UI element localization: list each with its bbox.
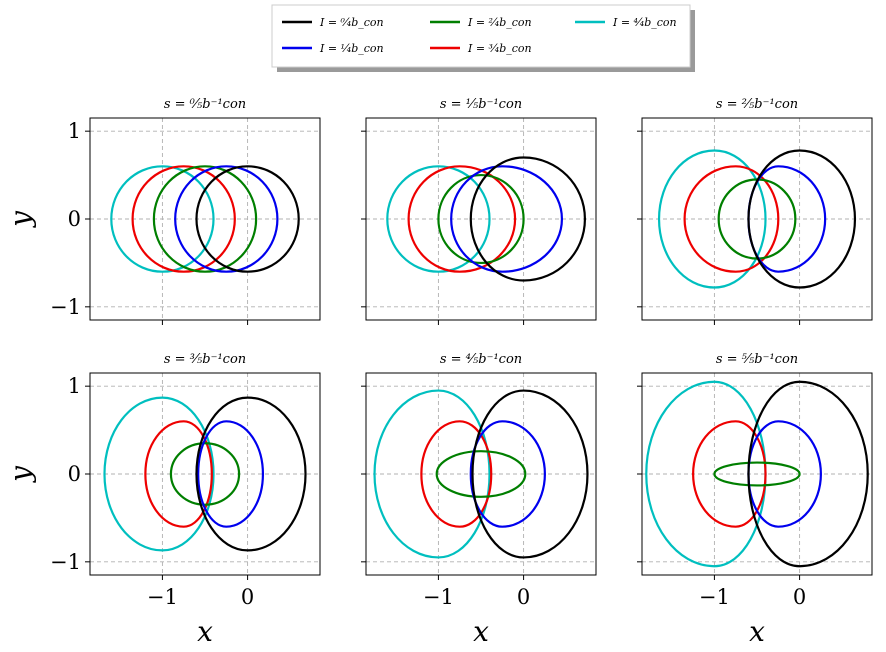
y-axis-label: y: [4, 210, 37, 229]
curve-series-1: [469, 420, 546, 528]
curve-series-3: [144, 420, 213, 528]
x-axis-label: x: [197, 615, 213, 648]
curve-series-2: [717, 178, 797, 260]
legend-label: I = ²⁄₄b_con: [467, 16, 532, 29]
panel-title: s = ⁴⁄₅b⁻¹con: [440, 352, 522, 367]
curve-series-3: [420, 420, 493, 528]
x-tick-label: −1: [699, 585, 730, 609]
panel-title: s = ²⁄₅b⁻¹con: [716, 97, 798, 112]
curve-series-2: [437, 173, 525, 265]
panel-title: s = ³⁄₅b⁻¹con: [164, 352, 246, 367]
curve-series-0: [195, 396, 307, 552]
curve-series-0: [747, 149, 857, 289]
panel-title: s = ⁰⁄₅b⁻¹con: [164, 97, 246, 112]
panel: s = ¹⁄₅b⁻¹con: [361, 97, 597, 325]
x-tick-label: 0: [517, 585, 530, 609]
legend-label: I = ⁴⁄₄b_con: [612, 16, 677, 29]
curve-series-3: [407, 165, 517, 273]
curve-series-2: [169, 442, 241, 506]
curve-series-0: [471, 389, 589, 559]
x-axis-label: x: [749, 615, 765, 648]
curve-series-4: [386, 165, 491, 273]
y-tick-label: 1: [68, 119, 81, 143]
x-tick-label: −1: [423, 585, 454, 609]
legend-label: I = ¹⁄₄b_con: [319, 42, 384, 55]
curve-series-0: [469, 156, 587, 282]
y-tick-label: 1: [68, 374, 81, 398]
curve-series-1: [174, 165, 279, 273]
curve-series-2: [152, 165, 258, 273]
panel: s = ⁴⁄₅b⁻¹con −1 0 x: [361, 352, 597, 648]
curve-series-2: [435, 450, 527, 498]
curve-series-1: [747, 420, 822, 528]
panel: s = ³⁄₅b⁻¹con −1 0 −1 0 1 x y: [4, 352, 321, 648]
legend-label: I = ⁰⁄₄b_con: [319, 16, 384, 29]
x-axis-label: x: [473, 615, 489, 648]
x-tick-label: 0: [793, 585, 806, 609]
curve-series-1: [747, 165, 827, 273]
curve-series-3: [692, 420, 767, 528]
curve-series-4: [110, 165, 215, 273]
panel-title: s = ⁵⁄₅b⁻¹con: [716, 352, 798, 367]
panel: s = ²⁄₅b⁻¹con: [637, 97, 873, 325]
panel: s = ⁵⁄₅b⁻¹con −1 0 x: [637, 352, 873, 648]
curve-series-4: [373, 389, 491, 559]
y-axis-label: y: [4, 465, 37, 484]
x-tick-label: 0: [241, 585, 254, 609]
legend-label: I = ³⁄₄b_con: [467, 42, 532, 55]
x-tick-label: −1: [147, 585, 178, 609]
curve-series-1: [197, 420, 265, 528]
y-tick-label: 0: [68, 207, 81, 231]
curve-series-2: [713, 461, 801, 487]
curve-series-3: [683, 165, 780, 273]
legend-box: [271, 4, 691, 68]
curve-series-4: [103, 396, 215, 552]
curve-series-4: [657, 149, 767, 289]
y-tick-label: 0: [68, 462, 81, 486]
legend: I = ⁰⁄₄b_con I = ¹⁄₄b_con I = ²⁄₄b_con I = …: [271, 4, 695, 72]
y-tick-label: −1: [50, 550, 81, 574]
panel-title: s = ¹⁄₅b⁻¹con: [440, 97, 522, 112]
curve-series-0: [747, 380, 869, 568]
curve-series-1: [450, 165, 564, 273]
y-tick-label: −1: [50, 295, 81, 319]
panel: s = ⁰⁄₅b⁻¹con −1 0 1 y: [4, 97, 321, 325]
curve-series-0: [195, 165, 300, 273]
curve-series-3: [131, 165, 236, 273]
